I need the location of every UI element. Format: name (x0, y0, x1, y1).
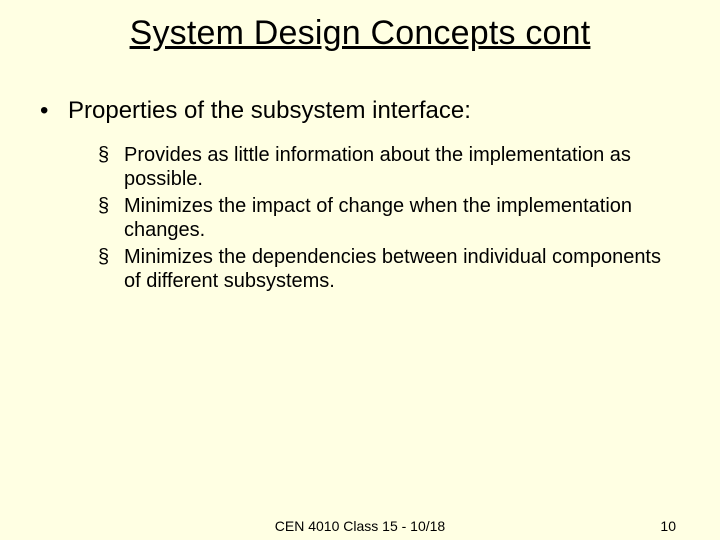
list-item: § Provides as little information about t… (98, 143, 680, 192)
slide: System Design Concepts cont •Properties … (0, 0, 720, 540)
level2-text: Provides as little information about the… (124, 143, 680, 192)
level2-text: Minimizes the impact of change when the … (124, 194, 680, 243)
list-item: § Minimizes the impact of change when th… (98, 194, 680, 243)
level2-text: Minimizes the dependencies between indiv… (124, 245, 680, 294)
list-item: § Minimizes the dependencies between ind… (98, 245, 680, 294)
bullet-square-icon: § (98, 143, 124, 192)
bullet-level1: •Properties of the subsystem interface: (40, 97, 680, 125)
slide-title: System Design Concepts cont (40, 14, 680, 53)
bullet-square-icon: § (98, 245, 124, 294)
level1-text: Properties of the subsystem interface: (68, 97, 676, 125)
bullet-dot-icon: • (40, 97, 68, 125)
bullet-square-icon: § (98, 194, 124, 243)
bullet-level2-list: § Provides as little information about t… (98, 143, 680, 293)
footer-center-text: CEN 4010 Class 15 - 10/18 (275, 518, 445, 534)
page-number: 10 (660, 518, 676, 534)
